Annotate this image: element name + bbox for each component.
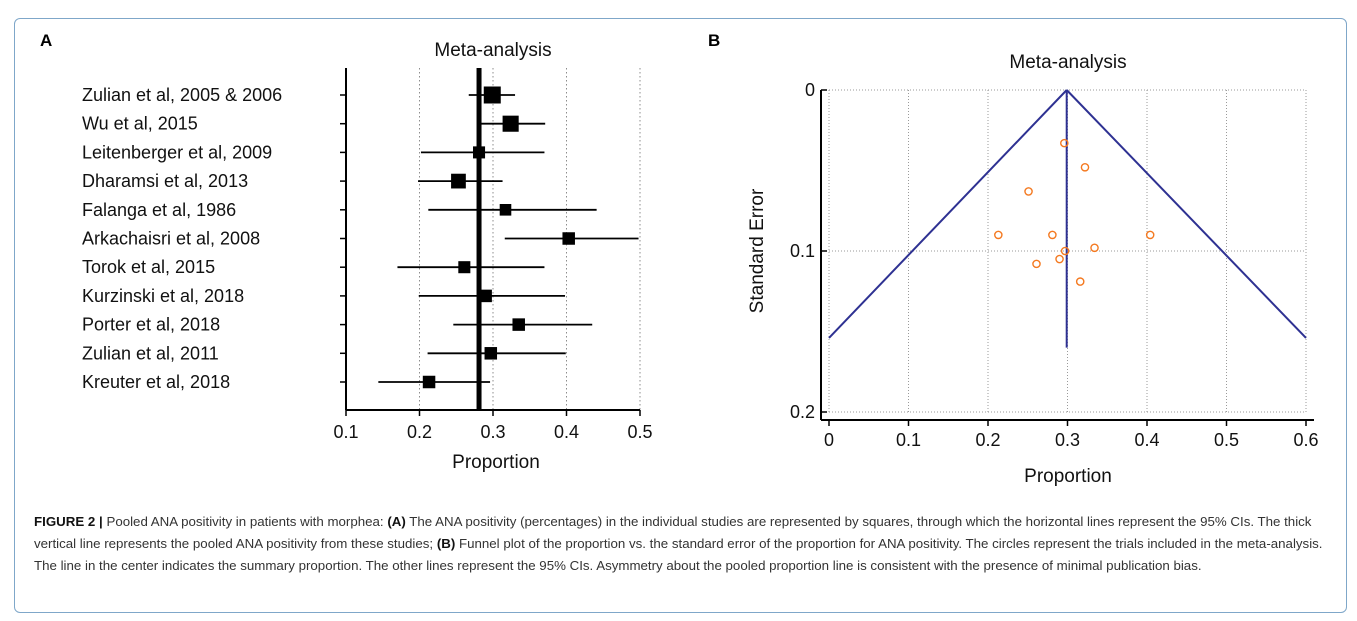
study-label: Kreuter et al, 2018 bbox=[82, 372, 230, 392]
funnel-x-tick-label: 0.4 bbox=[1134, 430, 1159, 450]
study-point bbox=[1075, 277, 1085, 286]
forest-plot-x-axis-title: Proportion bbox=[452, 452, 540, 473]
study-estimate-square bbox=[483, 86, 501, 104]
caption-panel-b-ref: (B) bbox=[436, 536, 456, 551]
study-estimate-square bbox=[479, 289, 492, 303]
funnel-x-tick-label: 0.1 bbox=[896, 430, 921, 450]
study-estimate-square bbox=[512, 318, 525, 331]
funnel-x-tick-label: 0.5 bbox=[1214, 430, 1239, 450]
study-estimate-square bbox=[499, 204, 512, 216]
study-point bbox=[994, 230, 1003, 240]
funnel-plot-title: Meta-analysis bbox=[1009, 52, 1126, 73]
funnel-x-tick-label: 0 bbox=[824, 430, 834, 450]
study-point bbox=[1060, 138, 1069, 148]
study-label: Falanga et al, 1986 bbox=[82, 200, 236, 220]
study-estimate-square bbox=[458, 261, 471, 274]
caption-text-part1: Pooled ANA positivity in patients with m… bbox=[102, 514, 388, 529]
panel-a-letter: A bbox=[40, 31, 52, 50]
forest-x-tick-label: 0.5 bbox=[627, 422, 652, 442]
forest-x-tick-label: 0.1 bbox=[333, 422, 358, 442]
caption-text-part2: The ANA positivity (percentages) in the … bbox=[34, 514, 1312, 551]
funnel-x-tick-label: 0.3 bbox=[1055, 430, 1080, 450]
forest-x-tick-label: 0.4 bbox=[554, 422, 579, 442]
study-label: Arkachaisri et al, 2008 bbox=[82, 229, 260, 249]
study-label: Zulian et al, 2005 & 2006 bbox=[82, 85, 282, 105]
study-point bbox=[1024, 187, 1033, 196]
forest-plot-title: Meta-analysis bbox=[434, 40, 551, 61]
study-estimate-square bbox=[451, 173, 466, 189]
study-point bbox=[1048, 230, 1057, 240]
figure-canvas: A Meta-analysis Zulian et al, 2005 & 200… bbox=[40, 31, 1319, 487]
panel-b-letter: B bbox=[708, 31, 720, 50]
study-point bbox=[1060, 246, 1070, 256]
funnel-y-tick-label: 0.1 bbox=[790, 241, 815, 261]
study-point bbox=[1090, 243, 1099, 253]
study-point bbox=[1145, 230, 1155, 240]
study-label: Porter et al, 2018 bbox=[82, 315, 220, 335]
caption-figure-label: FIGURE 2 | bbox=[34, 514, 103, 529]
study-point bbox=[1032, 259, 1041, 269]
funnel-y-tick-label: 0 bbox=[805, 80, 815, 100]
figure-frame bbox=[14, 18, 1347, 613]
study-label: Wu et al, 2015 bbox=[82, 114, 198, 134]
funnel-plot-panel: B Meta-analysis 0 0.1 0.2 0 0.1 0.2 0.3 0.4 0.5 0… bbox=[708, 31, 1319, 487]
study-estimate-square bbox=[484, 347, 498, 360]
funnel-ci-left-line bbox=[828, 89, 1068, 339]
forest-x-tick-label: 0.2 bbox=[407, 422, 432, 442]
figure-caption: FIGURE 2 | Pooled ANA positivity in pati… bbox=[34, 511, 1324, 577]
caption-text-part3: Funnel plot of the proportion vs. the st… bbox=[34, 536, 1323, 573]
forest-plot-panel: A Meta-analysis Zulian et al, 2005 & 200… bbox=[40, 31, 653, 473]
funnel-y-tick-label: 0.2 bbox=[790, 402, 815, 422]
funnel-x-tick-label: 0.6 bbox=[1293, 430, 1318, 450]
study-label: Torok et al, 2015 bbox=[82, 257, 215, 277]
study-point bbox=[1055, 254, 1064, 264]
forest-x-tick-label: 0.3 bbox=[480, 422, 505, 442]
study-label: Leitenberger et al, 2009 bbox=[82, 142, 272, 162]
study-label: Dharamsi et al, 2013 bbox=[82, 171, 248, 191]
study-label: Zulian et al, 2011 bbox=[82, 343, 219, 363]
study-point bbox=[1080, 162, 1090, 172]
funnel-plot-x-axis-title: Proportion bbox=[1024, 466, 1112, 487]
funnel-ci-right-line bbox=[1065, 89, 1307, 339]
funnel-x-tick-label: 0.2 bbox=[975, 430, 1000, 450]
study-label: Kurzinski et al, 2018 bbox=[82, 286, 244, 306]
funnel-plot-y-axis-title: Standard Error bbox=[747, 188, 768, 313]
study-estimate-square bbox=[502, 115, 519, 132]
study-estimate-square bbox=[562, 232, 575, 245]
caption-panel-a-ref: (A) bbox=[387, 514, 406, 529]
study-estimate-square bbox=[422, 375, 436, 389]
